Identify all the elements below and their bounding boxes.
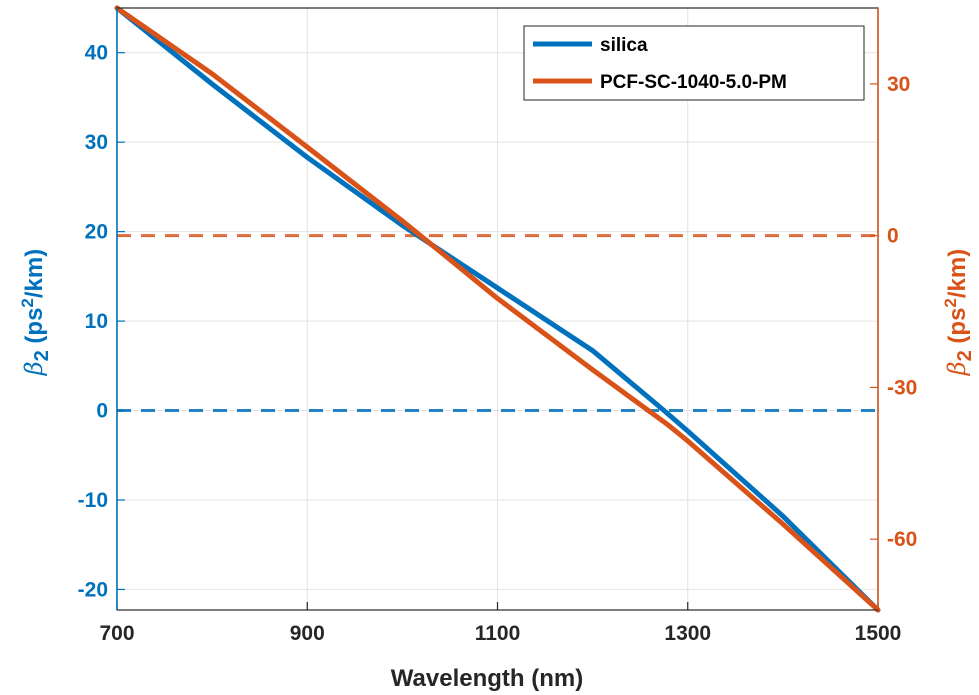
legend-box	[523, 25, 865, 101]
series-lines	[114, 5, 881, 613]
left-y-axis-symbol: β	[20, 361, 48, 376]
right-y-axis-unit-post: /km)	[944, 249, 971, 298]
x-tick-label: 700	[99, 622, 134, 645]
legend: silica PCF-SC-1040-5.0-PM	[523, 25, 865, 101]
axis-tick-labels: 700 900 1100 1300 1500 -20 -10 0 10 20 30 40 -60 -30 0…	[78, 42, 918, 645]
left-y-tick-label: -10	[78, 489, 108, 512]
right-y-axis-symbol: β	[943, 361, 971, 376]
left-y-tick-label: 0	[96, 400, 108, 423]
left-y-axis-unit-pre: (ps	[21, 308, 48, 351]
x-tick-label: 1100	[475, 622, 521, 645]
x-tick-label: 1500	[855, 622, 902, 645]
legend-label-pcf: PCF-SC-1040-5.0-PM	[600, 72, 787, 93]
left-y-tick-label: 20	[85, 221, 108, 244]
right-y-axis-unit-pre: (ps	[944, 308, 971, 351]
x-axis-label: Wavelength (nm)	[391, 665, 583, 692]
right-y-axis-subscript: 2	[954, 350, 976, 361]
right-y-tick-label: 0	[887, 225, 899, 248]
axis-ticks	[116, 8, 879, 610]
left-y-tick-label: 30	[85, 131, 108, 154]
left-y-axis-superscript: 2	[18, 298, 37, 307]
left-y-axis-unit-post: /km)	[21, 249, 48, 298]
x-tick-label: 900	[290, 622, 325, 645]
series-line-1	[114, 5, 881, 613]
left-y-axis-label: β2 (ps2/km)	[18, 249, 53, 377]
series-line-0	[114, 5, 881, 613]
right-y-tick-label: 30	[887, 73, 910, 96]
zero-reference-lines	[117, 234, 878, 413]
right-y-axis-label: β2 (ps2/km)	[941, 249, 976, 377]
right-y-tick-label: -60	[887, 528, 917, 551]
right-y-axis-superscript: 2	[941, 298, 960, 307]
left-y-axis-subscript: 2	[31, 350, 53, 361]
left-y-tick-label: 10	[85, 310, 108, 333]
left-y-tick-label: -20	[78, 578, 108, 601]
legend-label-silica: silica	[600, 35, 648, 56]
x-tick-label: 1300	[664, 622, 711, 645]
left-y-tick-label: 40	[85, 42, 108, 65]
right-y-tick-label: -30	[887, 376, 917, 399]
